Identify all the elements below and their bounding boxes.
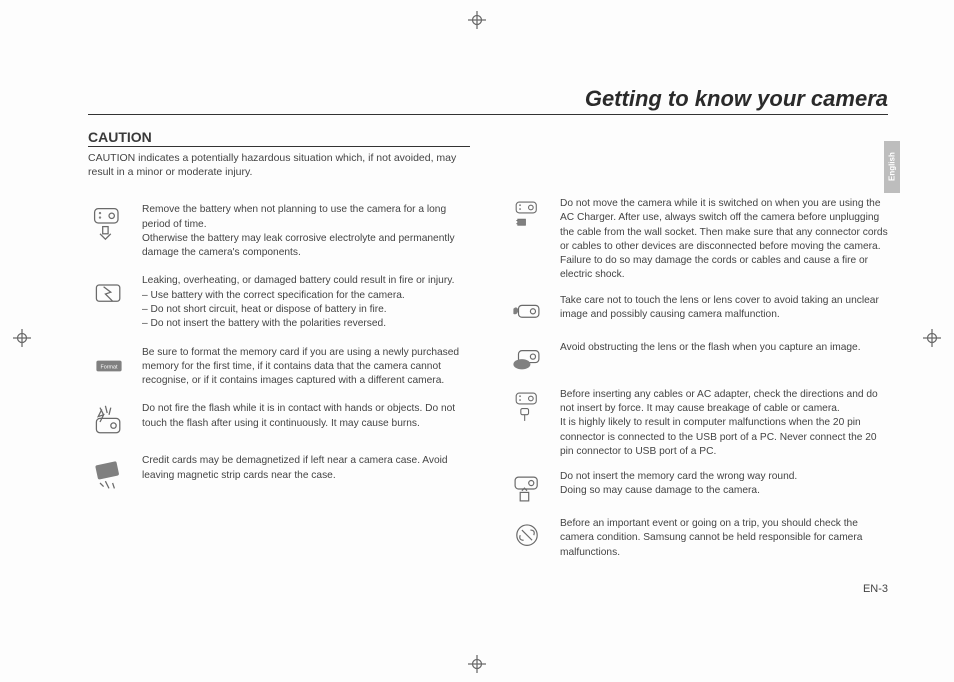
- caution-text: Avoid obstructing the lens or the flash …: [560, 341, 861, 377]
- memory-card-insert-icon: [506, 470, 548, 506]
- credit-card-magnet-icon: [88, 454, 130, 492]
- caution-item: Do not move the camera while it is switc…: [506, 197, 888, 283]
- lens-obstruct-icon: [506, 341, 548, 377]
- caution-text: Before inserting any cables or AC adapte…: [560, 388, 888, 459]
- maintenance-tools-icon: [506, 517, 548, 560]
- cable-connector-icon: [506, 388, 548, 459]
- caution-item: Avoid obstructing the lens or the flash …: [506, 341, 888, 377]
- registration-mark-icon: [467, 10, 487, 30]
- caution-item: Remove the battery when not planning to …: [88, 203, 470, 260]
- caution-text: Do not move the camera while it is switc…: [560, 197, 888, 283]
- caution-heading: CAUTION: [88, 129, 470, 147]
- title-rule: Getting to know your camera: [88, 86, 888, 115]
- caution-text: Remove the battery when not planning to …: [142, 203, 470, 260]
- caution-text: Leaking, overheating, or damaged battery…: [142, 274, 454, 331]
- flash-warning-icon: [88, 402, 130, 440]
- caution-item: Take care not to touch the lens or lens …: [506, 294, 888, 330]
- caution-item: Before an important event or going on a …: [506, 517, 888, 560]
- svg-text:Format: Format: [100, 364, 118, 370]
- right-column: Do not move the camera while it is switc…: [506, 129, 888, 571]
- camera-battery-down-icon: [88, 203, 130, 260]
- registration-mark-icon: [467, 654, 487, 674]
- caution-text: Before an important event or going on a …: [560, 517, 888, 560]
- caution-item: Before inserting any cables or AC adapte…: [506, 388, 888, 459]
- format-card-icon: Format: [88, 346, 130, 389]
- camera-plug-icon: [506, 197, 548, 283]
- page-number: EN-3: [863, 583, 888, 595]
- caution-item: Do not insert the memory card the wrong …: [506, 470, 888, 506]
- caution-text: Be sure to format the memory card if you…: [142, 346, 470, 389]
- battery-hazard-icon: [88, 274, 130, 331]
- lens-touch-icon: [506, 294, 548, 330]
- language-tab: English: [884, 141, 900, 193]
- caution-text: Do not fire the flash while it is in con…: [142, 402, 470, 440]
- caution-item: Format Be sure to format the memory card…: [88, 346, 470, 389]
- caution-text: Do not insert the memory card the wrong …: [560, 470, 797, 506]
- registration-mark-icon: [12, 328, 32, 348]
- page-title: Getting to know your camera: [88, 86, 888, 112]
- page-content: Getting to know your camera English CAUT…: [88, 86, 888, 571]
- caution-item: Do not fire the flash while it is in con…: [88, 402, 470, 440]
- caution-item: Credit cards may be demagnetized if left…: [88, 454, 470, 492]
- caution-text: Credit cards may be demagnetized if left…: [142, 454, 470, 492]
- registration-mark-icon: [922, 328, 942, 348]
- caution-item: Leaking, overheating, or damaged battery…: [88, 274, 470, 331]
- left-column: CAUTION CAUTION indicates a potentially …: [88, 129, 470, 571]
- caution-text: Take care not to touch the lens or lens …: [560, 294, 888, 330]
- caution-description: CAUTION indicates a potentially hazardou…: [88, 151, 470, 179]
